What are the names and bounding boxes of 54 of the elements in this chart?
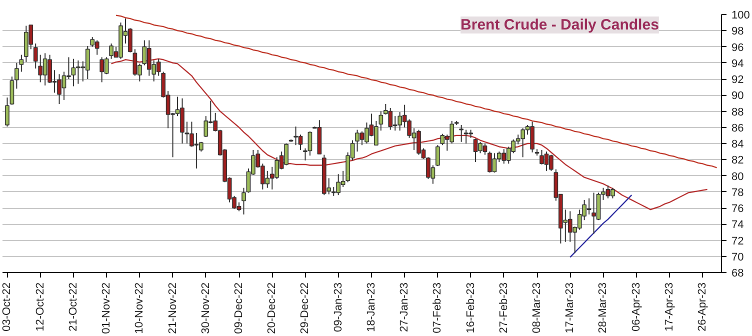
y-tick-label: 82	[732, 154, 744, 167]
x-tick-label: 03-Oct-22	[1, 282, 14, 332]
y-tick-label: 84	[732, 138, 744, 150]
y-tick-label: 98	[732, 26, 744, 38]
x-tick-label: 27-Feb-23	[498, 282, 510, 334]
x-tick-label: 20-Dec-22	[266, 282, 278, 334]
y-tick-label: 72	[732, 235, 744, 248]
x-tick-label: 17-Apr-23	[663, 282, 676, 332]
y-tick-label: 78	[732, 186, 744, 199]
line-series	[570, 194, 632, 258]
y-tick-label: 76	[732, 203, 744, 215]
x-tick-label: 21-Nov-22	[166, 282, 179, 334]
candlestick	[198, 141, 204, 152]
x-tick-label: 10-Nov-22	[134, 282, 146, 334]
candlestick	[242, 187, 246, 215]
candlestick	[14, 62, 19, 90]
x-tick-label: 01-Nov-22	[100, 282, 113, 334]
x-tick-label: 27-Jan-23	[398, 282, 411, 332]
x-tick-label: 17-Mar-23	[564, 282, 576, 334]
y-tick-label: 90	[732, 90, 744, 102]
x-tick-label: 21-Oct-22	[67, 282, 80, 332]
candlestick	[378, 110, 384, 132]
y-tick-label: 86	[732, 122, 744, 134]
y-tick-label: 94	[732, 58, 744, 70]
y-tick-label: 68	[732, 268, 744, 280]
x-tick-label: 07-Feb-23	[432, 282, 444, 334]
y-tick-label: 70	[732, 251, 744, 264]
x-tick-label: 06-Apr-23	[630, 282, 642, 332]
candlestick	[19, 54, 24, 72]
x-tick-label: 18-Jan-23	[365, 282, 378, 332]
candlestick	[100, 56, 104, 83]
x-tick-label: 29-Dec-22	[299, 282, 312, 334]
x-tick-label: 16-Feb-23	[464, 282, 477, 334]
candlestick	[436, 144, 440, 167]
x-tick-label: 30-Nov-22	[200, 282, 212, 334]
y-tick-label: 100	[732, 10, 750, 22]
candlestick	[33, 43, 38, 70]
x-tick-label: 08-Mar-23	[531, 282, 544, 334]
candlestick	[5, 97, 10, 128]
x-tick-label: 09-Jan-23	[332, 282, 344, 332]
y-tick-label: 92	[732, 74, 744, 86]
chart-title: Brent Crude - Daily Candles	[460, 16, 659, 34]
x-tick-label: 26-Apr-23	[696, 282, 709, 332]
y-tick-label: 96	[732, 42, 744, 54]
y-tick-label: 88	[732, 106, 744, 118]
candlestick	[38, 54, 43, 83]
line-series	[115, 14, 718, 168]
x-tick-label: 12-Oct-22	[34, 282, 46, 332]
candlestick	[459, 124, 464, 142]
candlestick	[10, 76, 14, 106]
y-tick-label: 74	[732, 219, 744, 232]
x-tick-label: 09-Dec-22	[233, 282, 246, 334]
y-tick-label: 80	[732, 170, 744, 183]
x-tick-label: 28-Mar-23	[597, 282, 610, 334]
